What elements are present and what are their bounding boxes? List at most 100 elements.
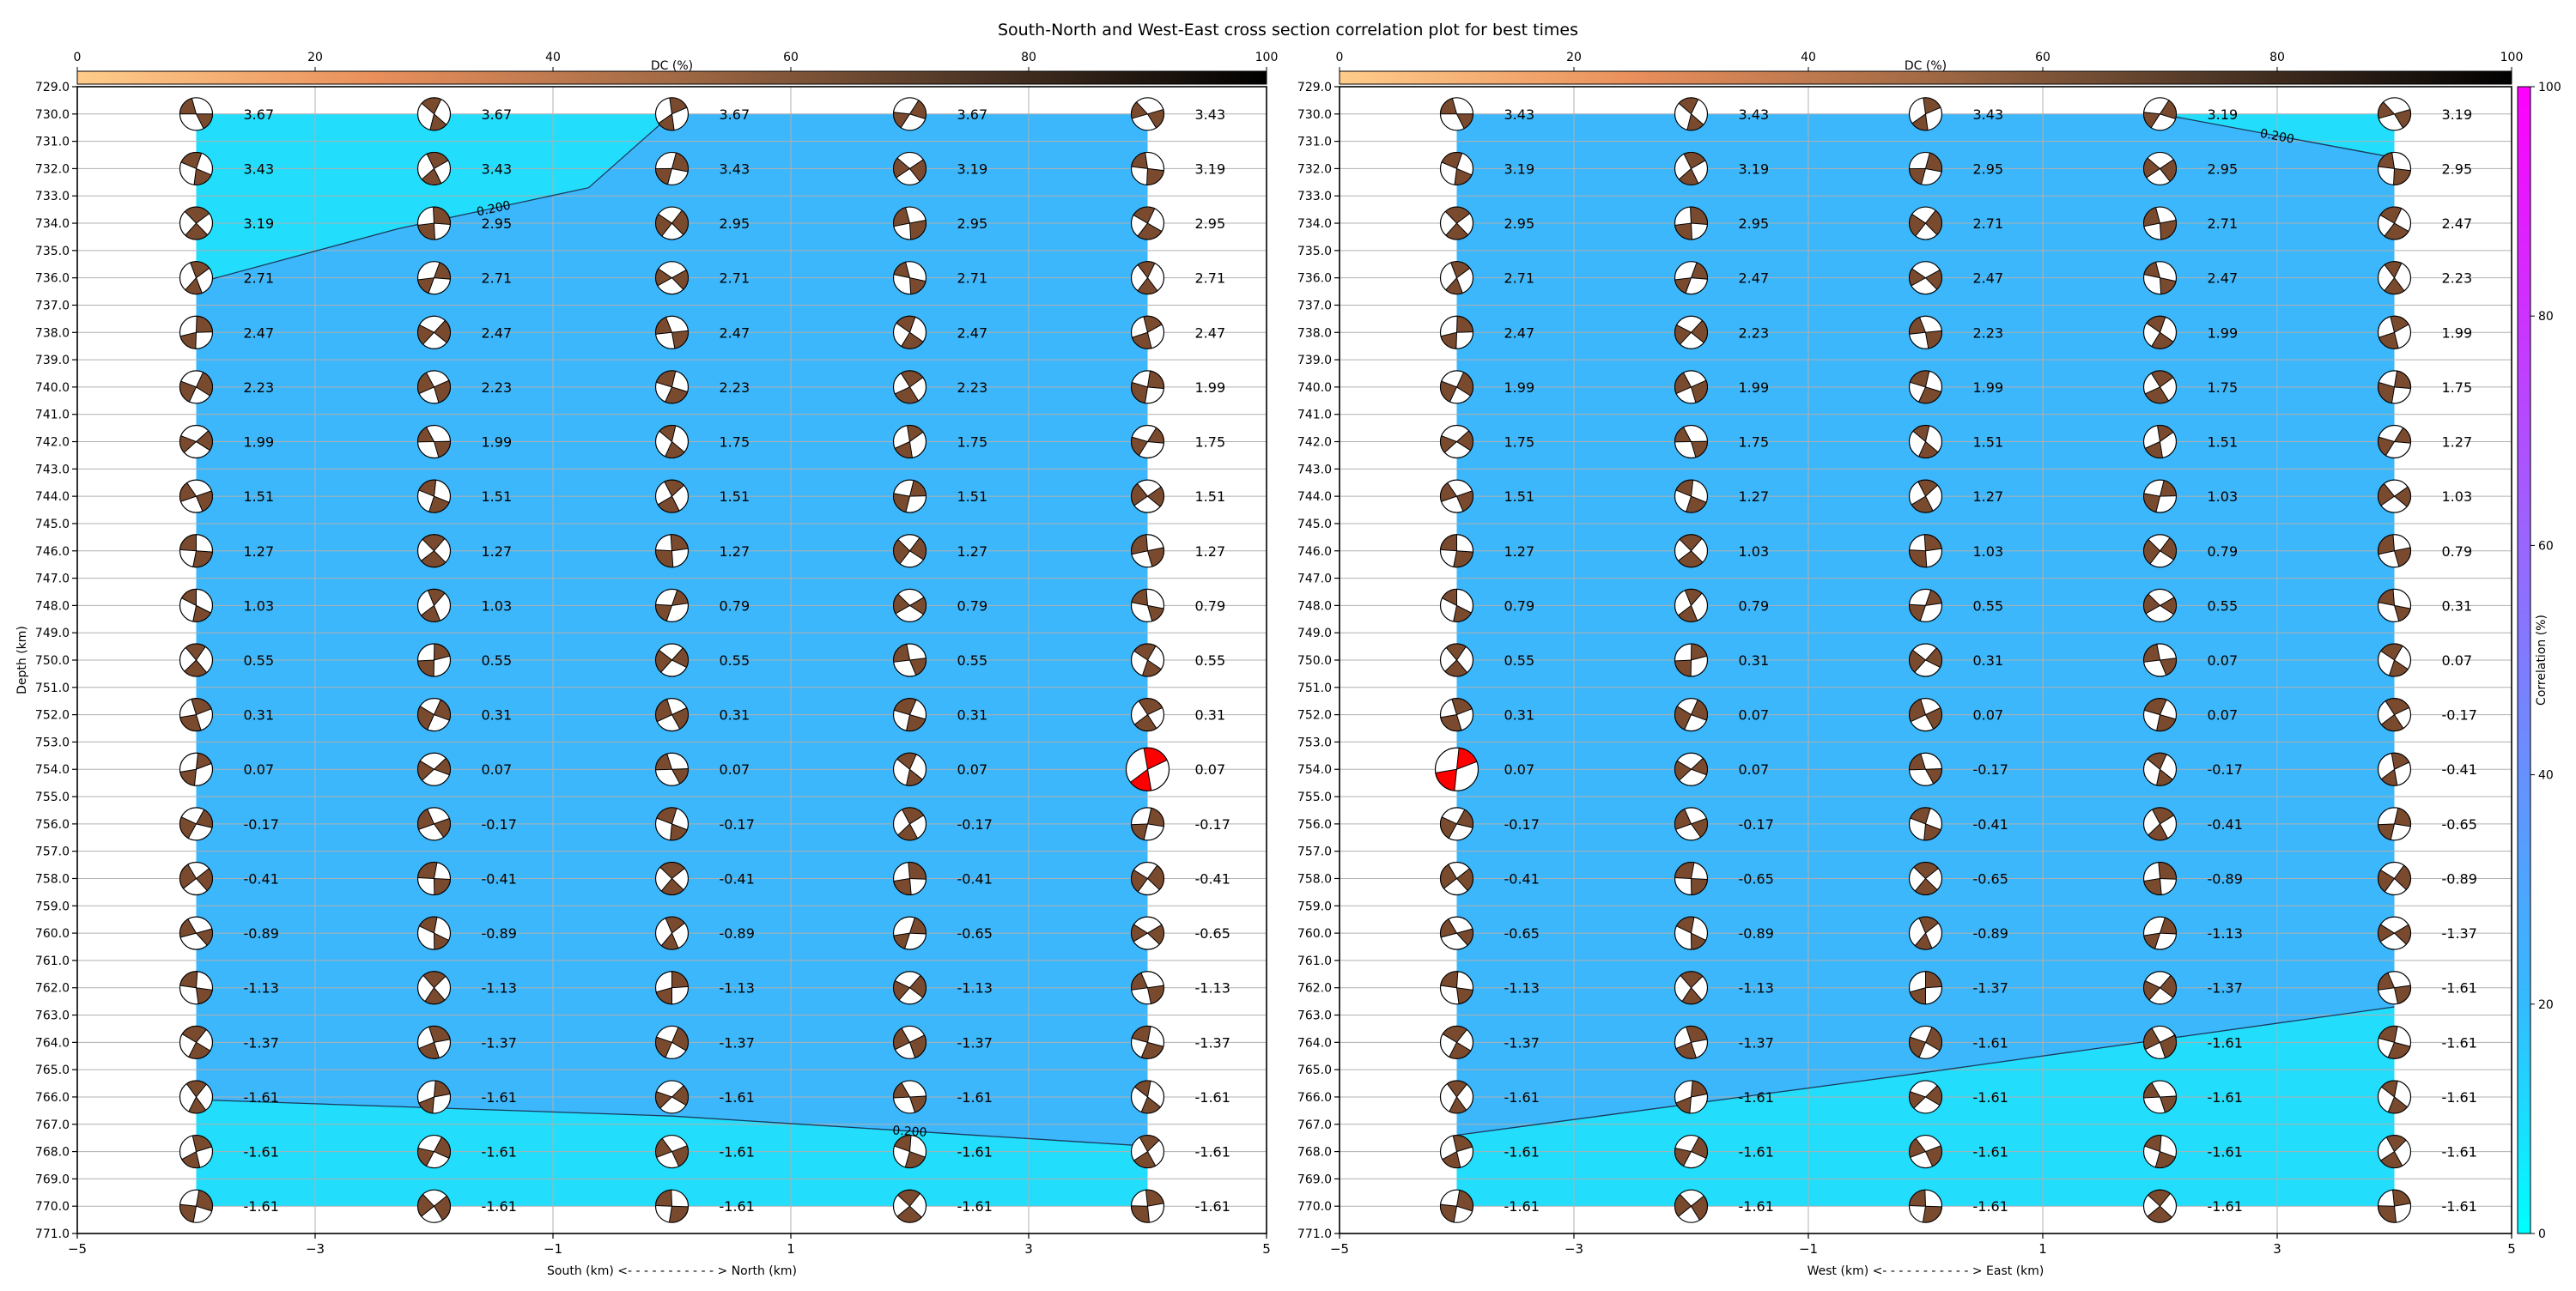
beachball-quadrant xyxy=(1909,213,1927,237)
timeshift-label: -1.61 xyxy=(1739,1144,1774,1161)
y-tick-label: 762.0 xyxy=(1297,982,1332,996)
beachball xyxy=(1674,588,1709,622)
beachball-quadrant xyxy=(1686,112,1704,131)
beachball-quadrant xyxy=(1917,440,1939,458)
timeshift-label: 1.27 xyxy=(2442,434,2473,451)
timeshift-label: -1.13 xyxy=(1195,980,1230,997)
beachball-quadrant xyxy=(1137,276,1158,295)
beachball-quadrant xyxy=(2150,370,2174,388)
y-tick-label: 764.0 xyxy=(35,1036,70,1050)
beachball-quadrant xyxy=(2393,486,2411,507)
beachball-quadrant xyxy=(1445,222,1469,240)
beachball-quadrant xyxy=(1455,430,1473,452)
beachball-quadrant xyxy=(427,588,446,607)
y-tick-label: 769.0 xyxy=(35,1173,70,1186)
y-tick-label: 758.0 xyxy=(1297,872,1332,886)
x-tick-label: 1 xyxy=(2038,1241,2047,1257)
y-tick-label: 740.0 xyxy=(1297,381,1332,395)
beachball xyxy=(1439,534,1474,568)
beachball xyxy=(2377,588,2412,622)
correlation-colorbar-tick-label: 60 xyxy=(2538,539,2554,553)
beachball-quadrant xyxy=(1923,97,1941,115)
beachball xyxy=(1674,206,1709,240)
y-tick-label: 752.0 xyxy=(1297,709,1332,723)
beachball-quadrant xyxy=(185,222,209,240)
beachball xyxy=(1439,1134,1474,1169)
beachball xyxy=(2377,1189,2412,1223)
beachball-quadrant xyxy=(1146,807,1164,827)
beachball xyxy=(1908,206,1943,240)
y-tick-label: 768.0 xyxy=(35,1146,70,1160)
contour-line xyxy=(196,1099,1148,1147)
beachball xyxy=(1908,588,1943,622)
beachball-quadrant xyxy=(2378,588,2396,606)
correlation-colorbar-tick-label: 100 xyxy=(2538,81,2561,94)
beachball-quadrant xyxy=(2159,974,2177,998)
timeshift-label: 1.27 xyxy=(1504,543,1535,560)
timeshift-label: -1.61 xyxy=(482,1198,517,1215)
timeshift-label: -1.13 xyxy=(957,980,993,997)
beachball xyxy=(892,861,927,896)
beachball-quadrant xyxy=(1909,549,1928,568)
beachball xyxy=(179,206,214,240)
beachball xyxy=(892,971,927,1005)
timeshift-label: 1.51 xyxy=(1195,488,1226,505)
beachball-quadrant xyxy=(1675,479,1694,497)
beachball-quadrant xyxy=(655,1036,673,1058)
timeshift-label: 0.31 xyxy=(2442,597,2473,614)
beachball-quadrant xyxy=(1442,1150,1461,1169)
beachball xyxy=(654,1134,690,1169)
beachball-quadrant xyxy=(188,1095,207,1114)
beachball-quadrant xyxy=(904,1150,927,1168)
beachball-quadrant xyxy=(1444,659,1468,677)
beachball-quadrant xyxy=(1141,659,1162,677)
beachball xyxy=(416,1134,452,1169)
beachball-quadrant xyxy=(1690,699,1708,721)
beachball-quadrant xyxy=(420,550,447,568)
beachball-quadrant xyxy=(1917,479,1939,497)
timeshift-label: 2.47 xyxy=(2442,215,2473,232)
beachball xyxy=(2142,861,2178,896)
beachball-quadrant xyxy=(1439,380,1458,403)
beachball-quadrant xyxy=(179,331,197,349)
timeshift-label: -0.89 xyxy=(482,925,517,942)
beachball-quadrant xyxy=(906,425,924,443)
beachball-quadrant xyxy=(2377,823,2396,841)
panel-west-east: 0.2000.200729.0730.0731.0732.0733.0734.0… xyxy=(1297,51,2561,1278)
beachball xyxy=(892,151,927,186)
timeshift-label: 1.27 xyxy=(1973,488,2004,505)
beachball-quadrant xyxy=(2393,924,2411,945)
beachball xyxy=(1130,1025,1165,1059)
beachball-quadrant xyxy=(433,1080,451,1098)
beachball-quadrant xyxy=(2377,101,2396,119)
beachball-quadrant xyxy=(1924,330,1942,349)
timeshift-label: 2.47 xyxy=(2208,270,2239,287)
beachball xyxy=(179,1025,214,1059)
beachball-quadrant xyxy=(181,1150,201,1169)
beachball-quadrant xyxy=(1455,315,1474,333)
beachball xyxy=(179,97,214,131)
beachball-quadrant xyxy=(2155,713,2177,732)
beachball-quadrant xyxy=(433,932,450,950)
beachball-quadrant xyxy=(1439,482,1458,502)
y-tick-label: 765.0 xyxy=(35,1064,70,1077)
dc-colorbar-tick-label: 20 xyxy=(307,51,323,64)
beachball xyxy=(2142,315,2178,349)
correlation-colorbar-tick-label: 80 xyxy=(2538,310,2554,324)
beachball-quadrant xyxy=(908,159,927,183)
beachball-quadrant xyxy=(1130,924,1149,942)
beachball-quadrant xyxy=(433,379,452,403)
y-tick-label: 740.0 xyxy=(35,381,70,395)
timeshift-label: -1.61 xyxy=(2442,980,2477,997)
beachball-quadrant xyxy=(1908,167,1927,185)
beachball-quadrant xyxy=(1445,643,1467,661)
timeshift-label: -1.61 xyxy=(1739,1198,1774,1215)
timeshift-label: 1.51 xyxy=(482,488,513,505)
beachball-quadrant xyxy=(417,706,435,730)
y-tick-label: 766.0 xyxy=(35,1091,70,1105)
timeshift-label: -0.41 xyxy=(720,870,755,887)
beachball-quadrant xyxy=(908,1034,927,1059)
y-tick-label: 751.0 xyxy=(35,682,70,695)
beachball-quadrant xyxy=(1690,379,1709,403)
beachball-quadrant xyxy=(1690,757,1708,776)
